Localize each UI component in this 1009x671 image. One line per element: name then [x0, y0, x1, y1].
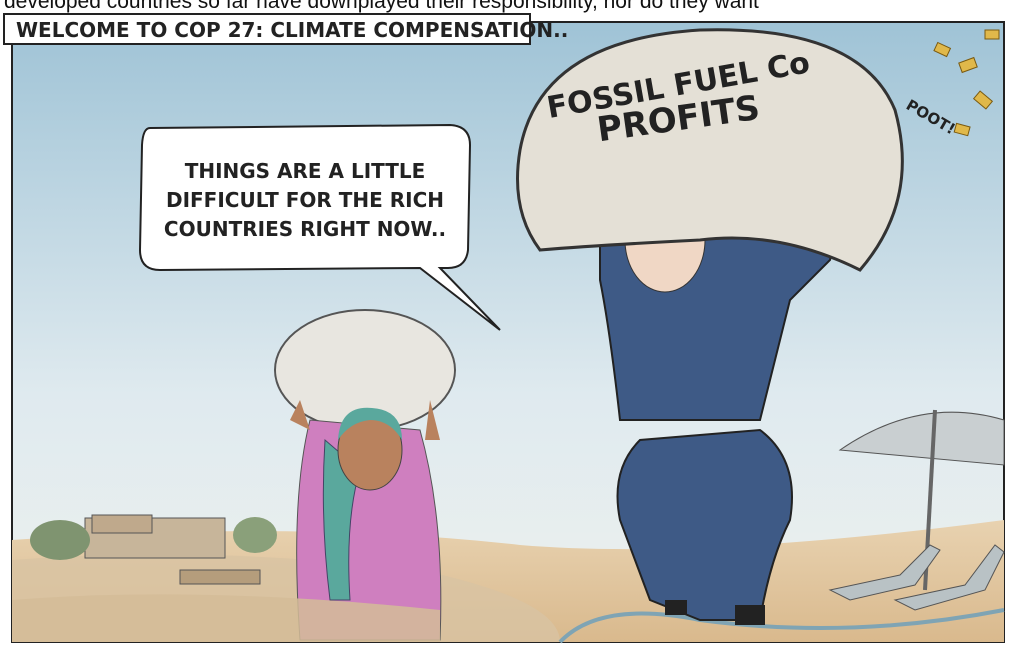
shoe	[665, 600, 687, 615]
tree	[30, 520, 90, 560]
cartoon: developed countries so far have downplay…	[0, 0, 1009, 671]
house-top	[92, 515, 152, 533]
roof	[180, 570, 260, 584]
speech-text: COUNTRIES RIGHT NOW..	[164, 217, 446, 241]
page: developed countries so far have downplay…	[0, 0, 1009, 671]
speech-text: THINGS ARE A LITTLE	[185, 159, 426, 183]
shoe	[735, 605, 765, 625]
caption-line: developed countries so far have downplay…	[4, 0, 759, 13]
title: WELCOME TO COP 27: CLIMATE COMPENSATION.…	[16, 18, 568, 42]
tree	[233, 517, 277, 553]
speech-text: DIFFICULT FOR THE RICH	[166, 188, 444, 212]
